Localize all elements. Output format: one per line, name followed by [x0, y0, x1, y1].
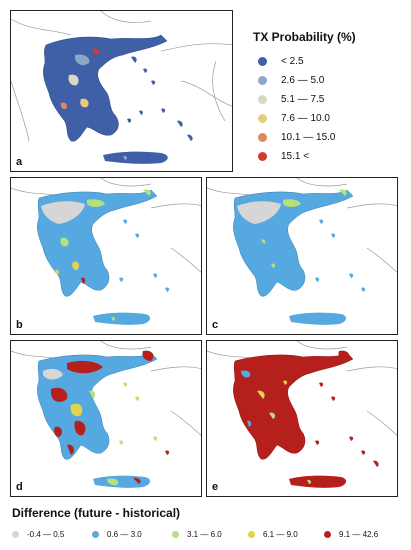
legend-label: 3.1 — 6.0 [187, 529, 222, 539]
legend-label: 9.1 — 42.6 [339, 529, 379, 539]
borders [207, 341, 397, 436]
legend-label: 2.6 — 5.0 [281, 74, 325, 86]
legend-swatch [258, 75, 267, 85]
difference-legend-item: 0.6 — 3.0 [92, 526, 142, 542]
greece-landmass [37, 189, 170, 325]
legend-swatch [248, 530, 255, 538]
difference-legend: -0.4 — 0.5 0.6 — 3.0 3.1 — 6.0 6.1 — 9.0… [12, 526, 407, 542]
map-panel-b: b [10, 177, 202, 335]
difference-legend-item: 3.1 — 6.0 [172, 526, 222, 542]
probability-legend-item: < 2.5 [258, 53, 304, 69]
legend-swatch [258, 113, 267, 123]
legend-swatch [258, 56, 267, 66]
panel-label-a: a [16, 156, 23, 168]
map-c-svg [207, 178, 397, 325]
map-panel-d: d [10, 340, 202, 497]
borders [11, 11, 232, 142]
probability-legend-item: 5.1 — 7.5 [258, 91, 324, 107]
greece-landmass [233, 350, 379, 488]
panel-label-e: e [212, 481, 219, 493]
probability-legend-item: 10.1 — 15.0 [258, 129, 335, 145]
legend-label: 10.1 — 15.0 [281, 131, 336, 143]
legend-swatch [324, 530, 331, 538]
map-d-svg [11, 341, 201, 488]
difference-legend-item: 9.1 — 42.6 [324, 526, 378, 542]
probability-legend-item: 7.6 — 10.0 [258, 110, 330, 126]
legend-label: 5.1 — 7.5 [281, 93, 325, 105]
panel-label-b: b [16, 319, 23, 331]
legend-swatch [172, 530, 179, 538]
legend-swatch [92, 530, 99, 538]
legend-label: < 2.5 [281, 55, 304, 67]
greece-landmass [233, 189, 366, 325]
probability-legend-item: 15.1 < [258, 148, 309, 164]
map-panel-a: a [10, 10, 233, 172]
map-e-svg [207, 341, 397, 488]
legend-swatch [258, 132, 267, 142]
probability-legend-item: 2.6 — 5.0 [258, 72, 324, 88]
legend-label: 7.6 — 10.0 [281, 112, 330, 124]
legend-label: 15.1 < [281, 150, 310, 162]
borders [11, 341, 201, 436]
legend-label: 6.1 — 9.0 [263, 529, 298, 539]
greece-landmass [43, 34, 193, 164]
legend-label: -0.4 — 0.5 [27, 529, 65, 539]
map-b-svg [11, 178, 201, 325]
map-panel-c: c [206, 177, 398, 335]
map-panel-e: e [206, 340, 398, 497]
legend-swatch [258, 151, 267, 161]
borders [207, 178, 397, 273]
panel-label-d: d [16, 481, 23, 493]
legend-label: 0.6 — 3.0 [107, 529, 142, 539]
greece-landmass [37, 350, 170, 488]
borders [11, 178, 201, 273]
probability-legend-title: TX Probability (%) [253, 30, 356, 44]
legend-swatch [12, 530, 19, 538]
map-a-svg [11, 11, 232, 164]
difference-legend-title: Difference (future - historical) [12, 506, 181, 520]
difference-legend-item: -0.4 — 0.5 [12, 526, 64, 542]
difference-legend-item: 6.1 — 9.0 [248, 526, 298, 542]
legend-swatch [258, 94, 267, 104]
panel-label-c: c [212, 319, 219, 331]
